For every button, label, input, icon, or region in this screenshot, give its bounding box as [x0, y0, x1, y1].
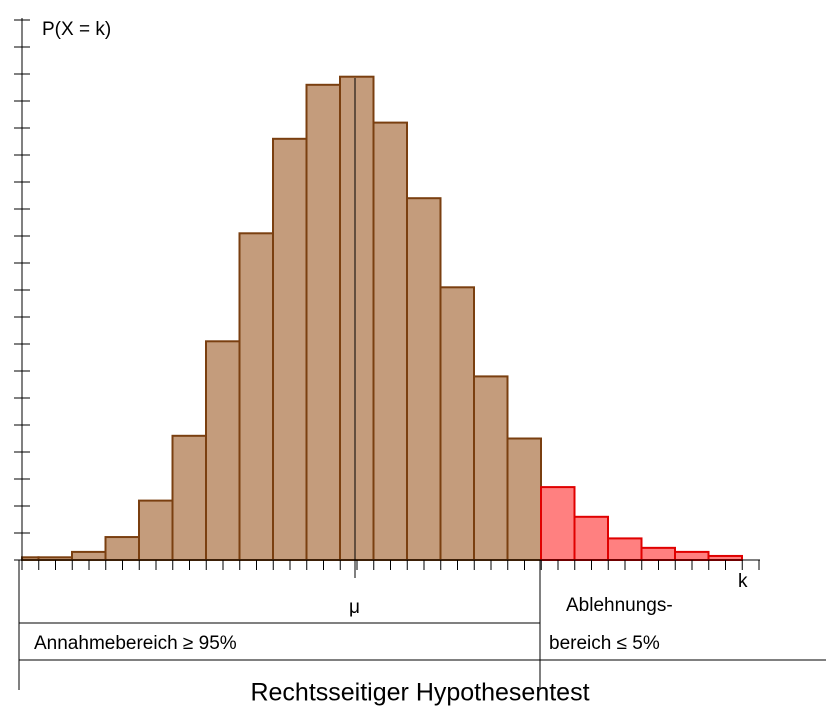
bar — [540, 486, 576, 562]
bar — [339, 75, 375, 561]
chart-title: Rechtsseitiger Hypothesentest — [250, 679, 589, 707]
bar — [138, 499, 174, 562]
annotation: Ablehnungs- — [566, 595, 673, 616]
bar — [439, 286, 475, 561]
annotation: Annahmebereich ≥ 95% — [34, 633, 237, 654]
bar — [104, 536, 140, 561]
mean-label: μ — [349, 597, 360, 618]
x-axis-label: k — [738, 571, 748, 592]
y-axis-label: P(X = k) — [42, 19, 111, 40]
bar — [238, 232, 274, 562]
bar — [607, 537, 643, 562]
bar — [406, 197, 442, 561]
bar — [640, 546, 676, 561]
bar — [674, 550, 710, 562]
bar — [372, 121, 408, 561]
bar — [205, 340, 241, 561]
bar — [473, 375, 509, 561]
bar — [506, 437, 542, 561]
bar — [305, 83, 341, 562]
bars — [21, 75, 743, 562]
bar — [707, 554, 743, 562]
annotation: bereich ≤ 5% — [549, 633, 660, 654]
bar — [573, 515, 609, 561]
bar — [71, 550, 107, 562]
bar — [272, 137, 308, 562]
bar — [171, 434, 207, 561]
